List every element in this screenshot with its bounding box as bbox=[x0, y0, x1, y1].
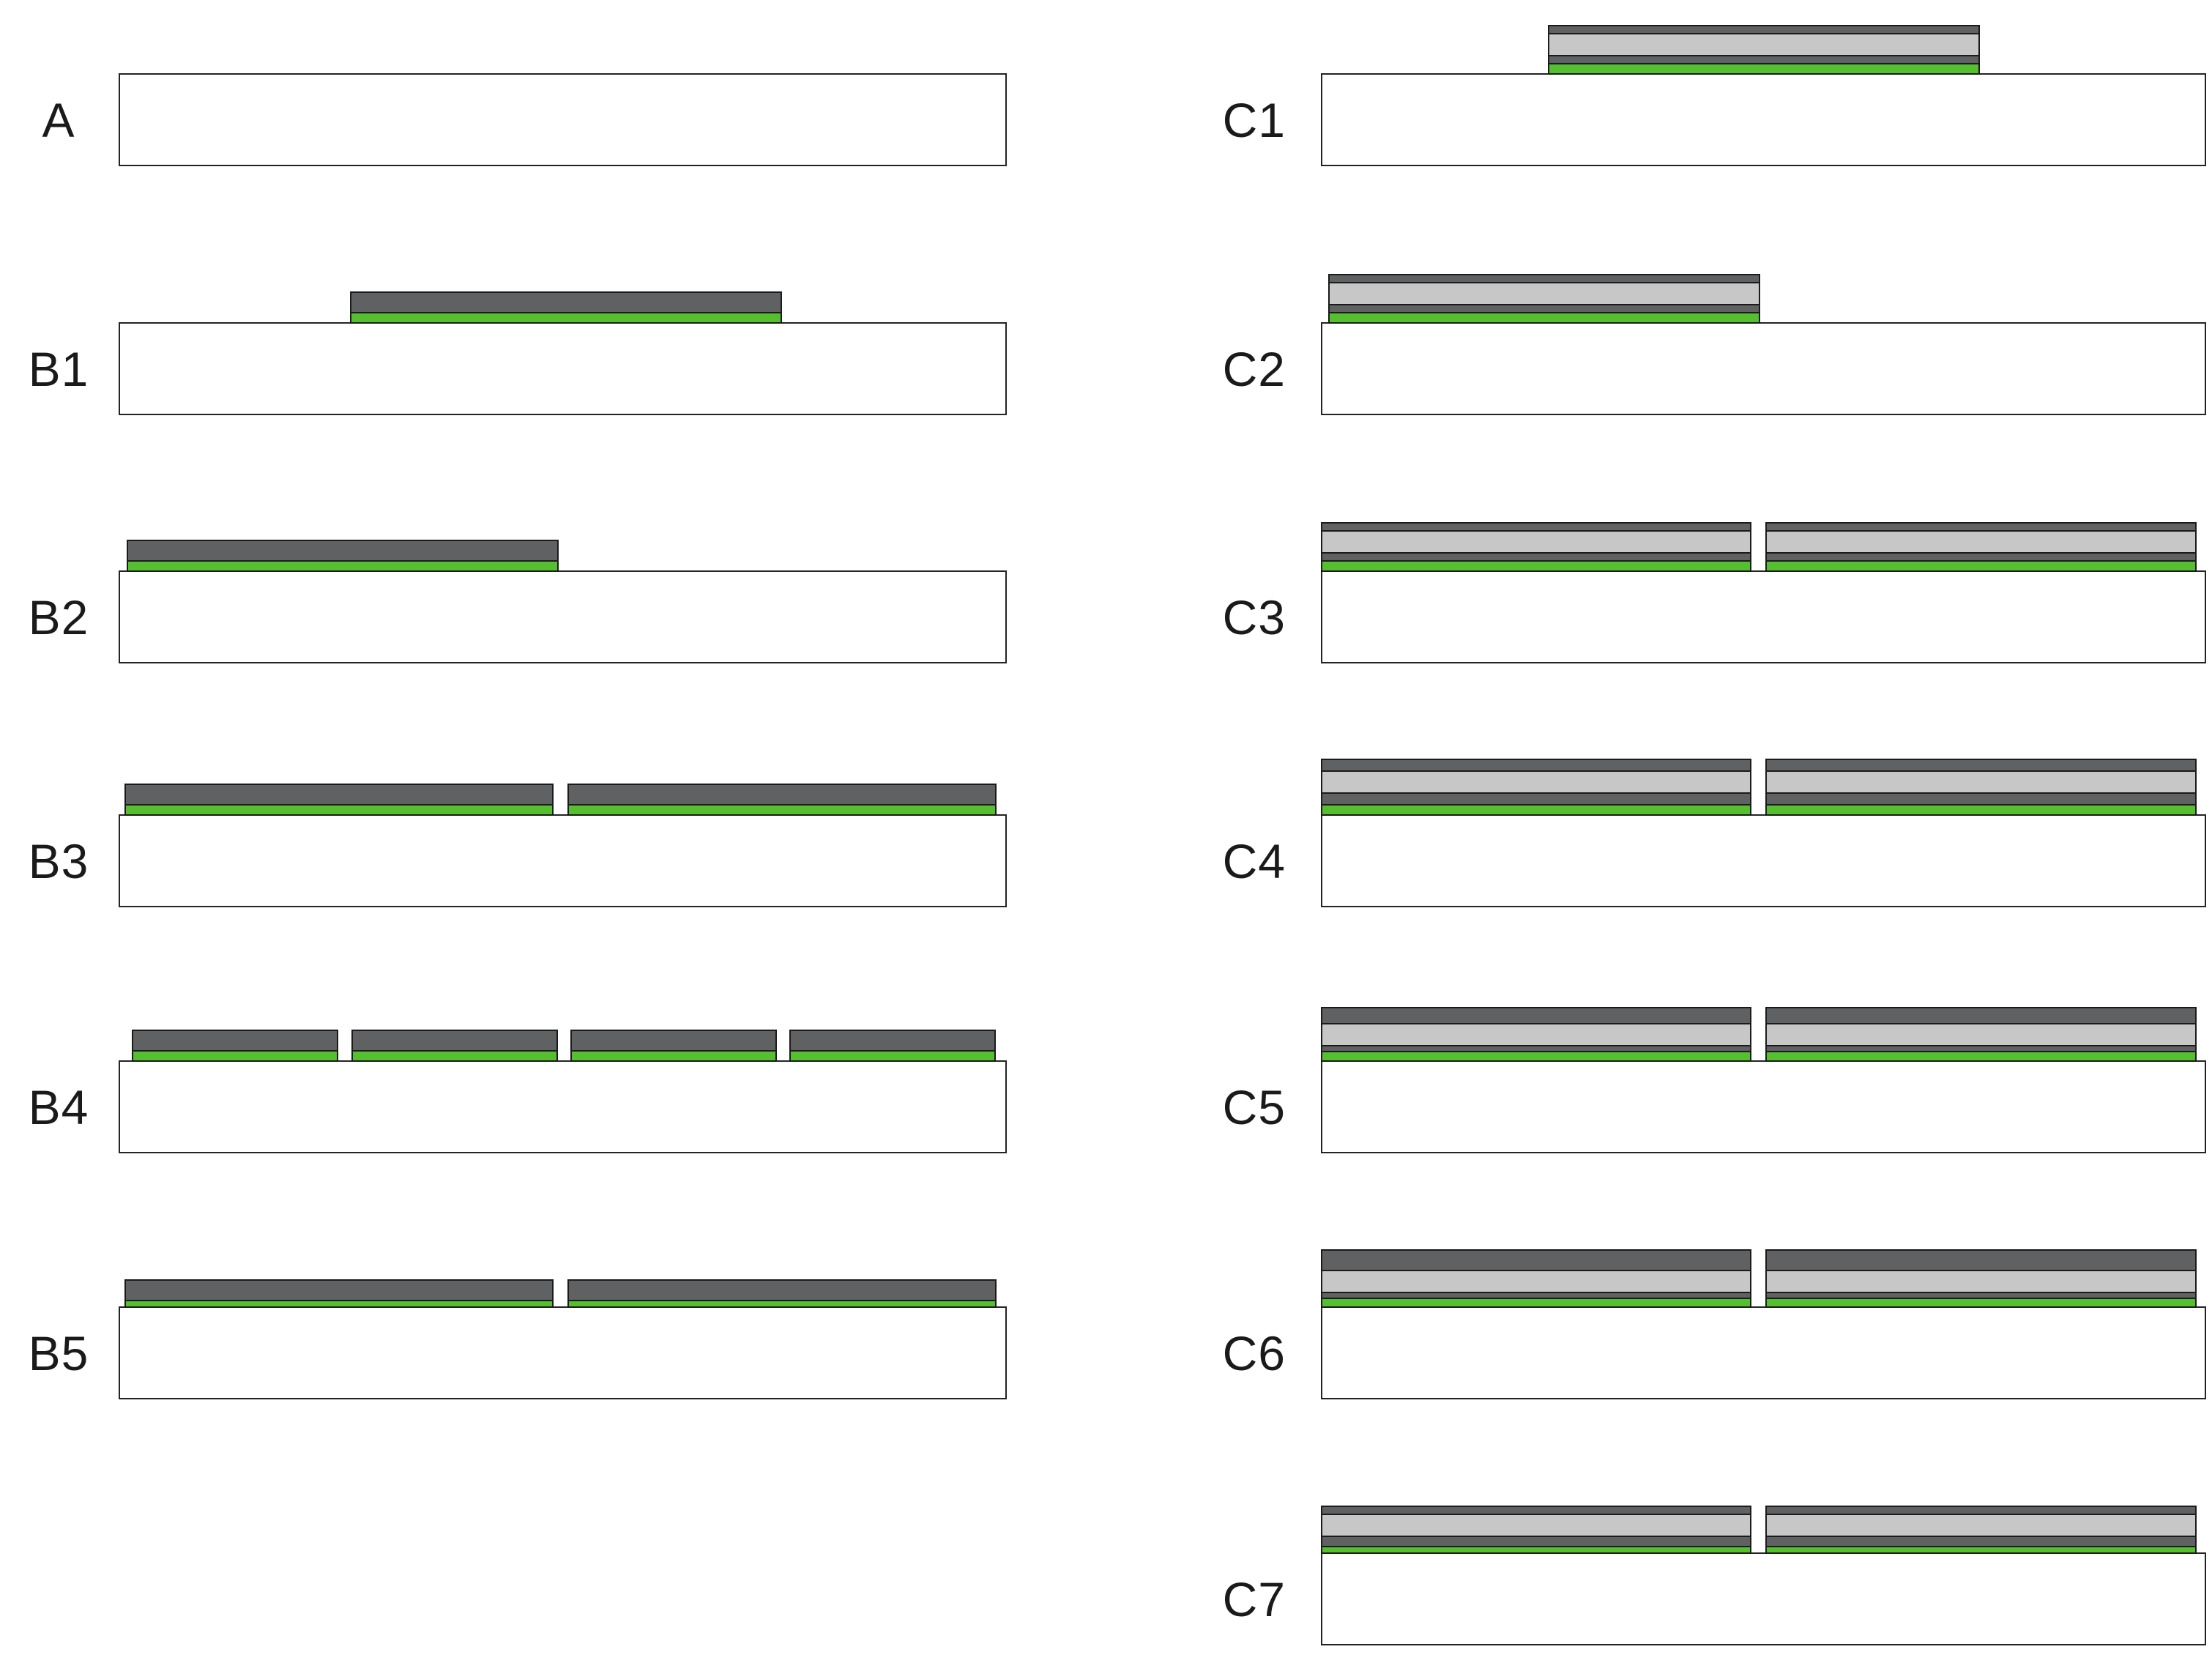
panel-label-b3: B3 bbox=[28, 833, 89, 888]
layer-green-c3 bbox=[1765, 560, 2197, 572]
substrate-b1 bbox=[119, 322, 1007, 415]
layer-dark-c5 bbox=[1321, 1007, 1751, 1024]
stack-b3-2 bbox=[567, 784, 997, 816]
layer-light-c7 bbox=[1321, 1514, 1751, 1537]
layer-green-b5 bbox=[567, 1300, 997, 1308]
layer-dark-b4 bbox=[132, 1030, 338, 1052]
stack-b4-2 bbox=[351, 1030, 558, 1062]
layer-light-c1 bbox=[1548, 33, 1980, 56]
layer-dark-c5 bbox=[1765, 1007, 2197, 1024]
panel-label-c1: C1 bbox=[1222, 92, 1286, 147]
stack-c3-2 bbox=[1765, 522, 2197, 572]
panel-label-b4: B4 bbox=[28, 1079, 89, 1134]
layer-light-c6 bbox=[1765, 1270, 2197, 1293]
stack-b4-3 bbox=[570, 1030, 777, 1062]
stack-c6-2 bbox=[1765, 1249, 2197, 1308]
layer-green-b4 bbox=[789, 1050, 996, 1062]
stack-c7-1 bbox=[1321, 1506, 1751, 1554]
stack-c1-1 bbox=[1548, 25, 1980, 75]
layer-green-c5 bbox=[1765, 1051, 2197, 1062]
substrate-c5 bbox=[1321, 1060, 2206, 1153]
layer-green-c6 bbox=[1765, 1298, 2197, 1308]
layer-dark-c6 bbox=[1321, 1249, 1751, 1271]
layer-dark-b4 bbox=[351, 1030, 558, 1052]
layer-dark-b2 bbox=[127, 540, 559, 562]
layer-light-c2 bbox=[1328, 282, 1760, 305]
layer-green-b2 bbox=[127, 560, 559, 572]
panel-label-c6: C6 bbox=[1222, 1325, 1286, 1380]
layer-light-c3 bbox=[1765, 530, 2197, 554]
layer-light-c6 bbox=[1321, 1270, 1751, 1293]
stack-b5-1 bbox=[124, 1279, 554, 1308]
layer-green-c3 bbox=[1321, 560, 1751, 572]
stack-b5-2 bbox=[567, 1279, 997, 1308]
layer-dark-b1 bbox=[350, 291, 782, 313]
substrate-c6 bbox=[1321, 1306, 2206, 1399]
layer-green-c4 bbox=[1321, 804, 1751, 816]
layer-green-b4 bbox=[132, 1050, 338, 1062]
stack-c2-1 bbox=[1328, 274, 1760, 324]
layer-dark-b5 bbox=[567, 1279, 997, 1301]
layer-light-c5 bbox=[1765, 1023, 2197, 1046]
layer-green-c7 bbox=[1765, 1546, 2197, 1554]
substrate-c2 bbox=[1321, 322, 2206, 415]
substrate-c7 bbox=[1321, 1552, 2206, 1645]
panel-label-c7: C7 bbox=[1222, 1571, 1286, 1626]
layer-green-c4 bbox=[1765, 804, 2197, 816]
panel-label-c2: C2 bbox=[1222, 341, 1286, 396]
layer-light-c3 bbox=[1321, 530, 1751, 554]
substrate-c4 bbox=[1321, 814, 2206, 907]
panel-label-b2: B2 bbox=[28, 589, 89, 644]
substrate-b5 bbox=[119, 1306, 1007, 1399]
panel-label-c5: C5 bbox=[1222, 1079, 1286, 1134]
layer-green-b4 bbox=[570, 1050, 777, 1062]
substrate-b3 bbox=[119, 814, 1007, 907]
layer-dark-b4 bbox=[570, 1030, 777, 1052]
stack-c5-1 bbox=[1321, 1007, 1751, 1062]
substrate-b2 bbox=[119, 570, 1007, 663]
stack-b2-1 bbox=[127, 540, 559, 572]
panel-label-b5: B5 bbox=[28, 1325, 89, 1380]
layer-dark-b3 bbox=[124, 784, 554, 806]
layer-green-c6 bbox=[1321, 1298, 1751, 1308]
layer-green-b4 bbox=[351, 1050, 558, 1062]
layer-dark-b5 bbox=[124, 1279, 554, 1301]
substrate-c1 bbox=[1321, 73, 2206, 166]
stack-b1-1 bbox=[350, 291, 782, 324]
layer-light-c4 bbox=[1765, 770, 2197, 794]
layer-green-c1 bbox=[1548, 63, 1980, 75]
layer-green-c2 bbox=[1328, 312, 1760, 324]
stack-c6-1 bbox=[1321, 1249, 1751, 1308]
stack-c3-1 bbox=[1321, 522, 1751, 572]
panel-label-a: A bbox=[42, 92, 75, 147]
layer-dark-c6 bbox=[1765, 1249, 2197, 1271]
stack-b4-1 bbox=[132, 1030, 338, 1062]
layer-green-b3 bbox=[567, 804, 997, 816]
layer-dark-b3 bbox=[567, 784, 997, 806]
panel-label-c3: C3 bbox=[1222, 589, 1286, 644]
stack-c7-2 bbox=[1765, 1506, 2197, 1554]
panel-label-b1: B1 bbox=[28, 341, 89, 396]
substrate-b4 bbox=[119, 1060, 1007, 1153]
layer-light-c4 bbox=[1321, 770, 1751, 794]
layer-green-b5 bbox=[124, 1300, 554, 1308]
layer-dark-b4 bbox=[789, 1030, 996, 1052]
layer-green-b3 bbox=[124, 804, 554, 816]
layer-green-b1 bbox=[350, 312, 782, 324]
stack-b4-4 bbox=[789, 1030, 996, 1062]
layer-light-c7 bbox=[1765, 1514, 2197, 1537]
substrate-a bbox=[119, 73, 1007, 166]
substrate-c3 bbox=[1321, 570, 2206, 663]
stack-b3-1 bbox=[124, 784, 554, 816]
panel-label-c4: C4 bbox=[1222, 833, 1286, 888]
layer-green-c5 bbox=[1321, 1051, 1751, 1062]
stack-c4-2 bbox=[1765, 759, 2197, 816]
layer-light-c5 bbox=[1321, 1023, 1751, 1046]
layer-green-c7 bbox=[1321, 1546, 1751, 1554]
stack-c4-1 bbox=[1321, 759, 1751, 816]
stack-c5-2 bbox=[1765, 1007, 2197, 1062]
